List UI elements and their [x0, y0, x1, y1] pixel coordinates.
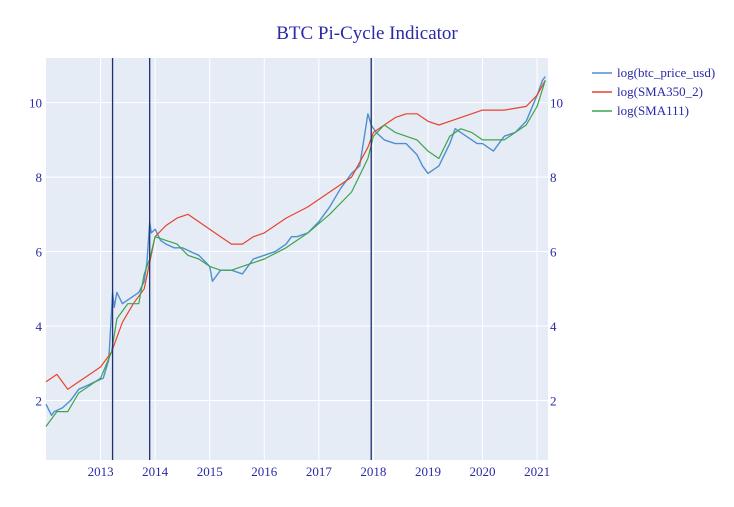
y-right-tick-label: 4 — [550, 319, 557, 334]
x-tick-label: 2013 — [88, 464, 114, 479]
x-axis-ticks: 2013 2014 2015 2016 2017 2018 2019 2020 2021 — [88, 464, 551, 479]
x-tick-label: 2014 — [142, 464, 169, 479]
series-line-0 — [45, 76, 546, 416]
cross-signal-lines — [111, 58, 372, 460]
plot-background — [46, 58, 548, 460]
legend-label[interactable]: log(SMA350_2) — [617, 84, 703, 99]
series-line-1 — [45, 80, 546, 390]
y-right-tick-label: 10 — [550, 96, 563, 111]
series-lines — [45, 76, 546, 427]
x-tick-label: 2019 — [415, 464, 441, 479]
x-tick-label: 2021 — [524, 464, 550, 479]
x-tick-label: 2015 — [197, 464, 223, 479]
x-tick-label: 2017 — [306, 464, 333, 479]
legend-label[interactable]: log(SMA111) — [617, 103, 689, 118]
x-tick-label: 2020 — [470, 464, 496, 479]
y-left-tick-label: 10 — [29, 96, 42, 111]
chart-title: BTC Pi-Cycle Indicator — [276, 23, 458, 44]
x-tick-label: 2018 — [360, 464, 386, 479]
y-left-tick-label: 2 — [36, 393, 43, 408]
x-tick-label: 2016 — [251, 464, 278, 479]
y-right-tick-label: 6 — [550, 245, 557, 260]
y-right-tick-label: 2 — [550, 393, 557, 408]
y-right-tick-label: 8 — [550, 170, 557, 185]
legend-label[interactable]: log(btc_price_usd) — [617, 65, 715, 80]
gridlines — [46, 58, 548, 460]
y-axis-right-ticks: 2 4 6 8 10 — [550, 96, 563, 409]
legend[interactable]: log(btc_price_usd) log(SMA350_2) log(SMA11… — [592, 65, 715, 118]
y-left-tick-label: 8 — [36, 170, 43, 185]
y-axis-left-ticks: 2 4 6 8 10 — [29, 96, 43, 409]
y-left-tick-label: 4 — [36, 319, 43, 334]
y-left-tick-label: 6 — [36, 245, 43, 260]
series-line-2 — [45, 80, 546, 427]
